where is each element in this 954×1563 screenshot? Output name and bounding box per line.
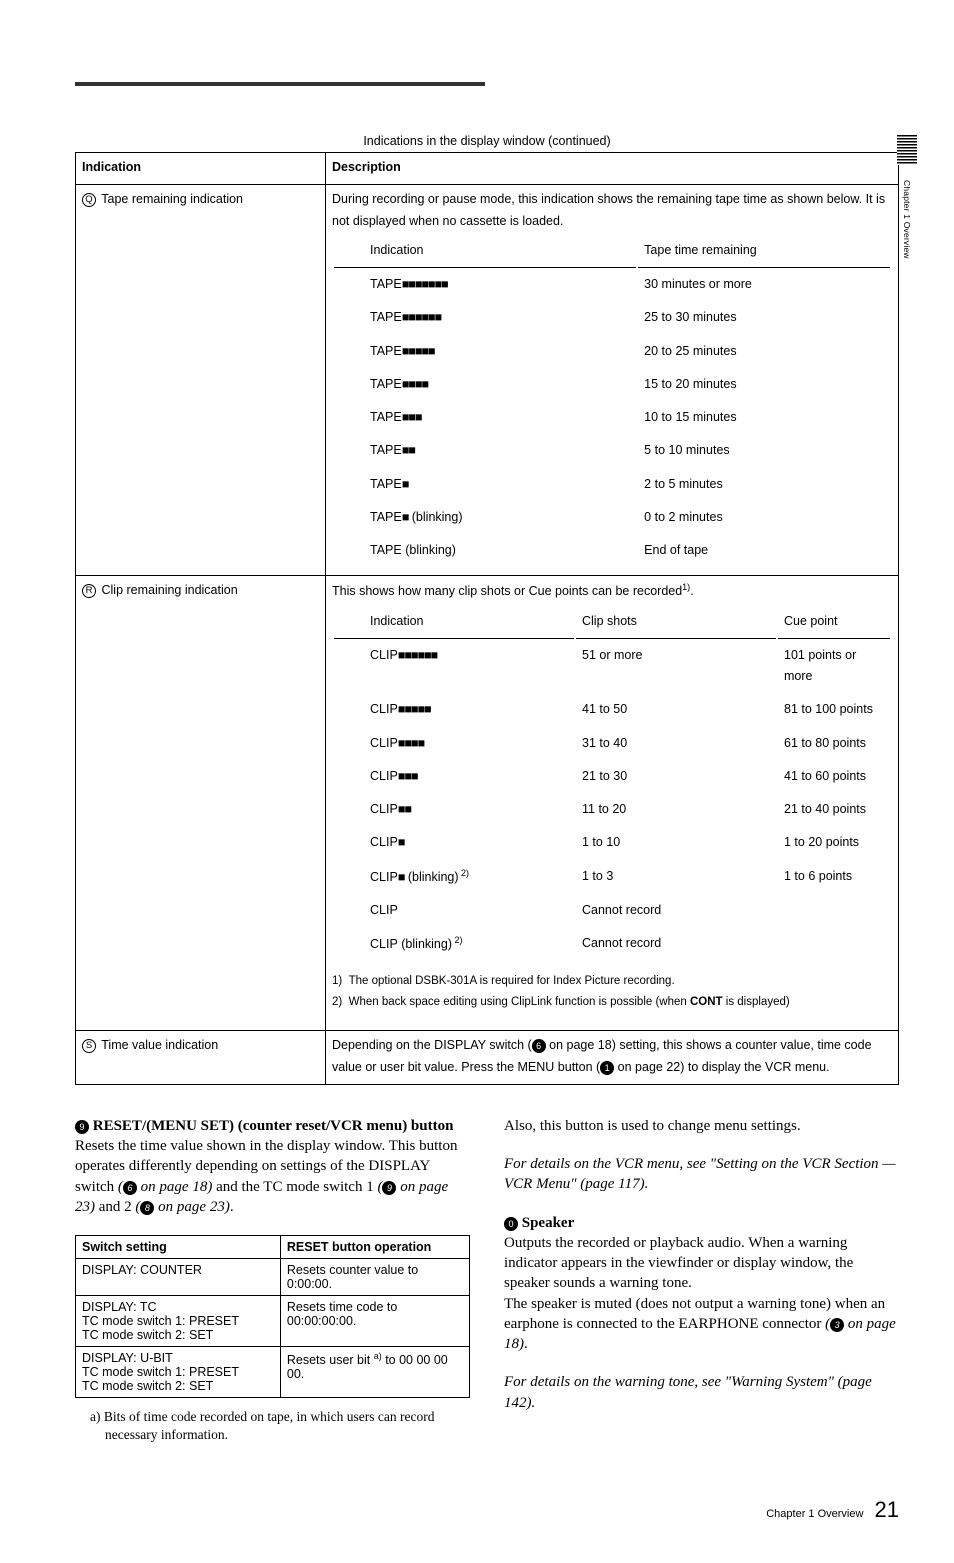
clip-cue-cell [778,929,890,961]
row-r-label: Clip remaining indication [101,583,237,597]
indications-table: Indication Description Q Tape remaining … [75,152,899,1085]
clip-cue-cell: 101 points or more [778,641,890,694]
tape-time-cell: 20 to 25 minutes [638,337,890,368]
indicator-s-icon: S [82,1039,96,1053]
vcr-menu-xref: For details on the VCR menu, see "Settin… [504,1154,899,1195]
clip-indication-cell: CLIP■ (blinking) 2) [334,862,574,894]
tape-indication-cell: TAPE■ [334,470,636,501]
tape-indication-cell: TAPE■■■■■ [334,337,636,368]
clip-cue-cell: 61 to 80 points [778,729,890,760]
reset-operation-cell: Resets user bit a) to 00 00 00 00. [280,1347,469,1398]
reset-operation-cell: Resets time code to 00:00:00:00. [280,1296,469,1347]
tape-indication-cell: TAPE■■■ [334,403,636,434]
clip-shots-cell: 1 to 3 [576,862,776,894]
clip-indication-cell: CLIP■ [334,828,574,859]
row-s-description: Depending on the DISPLAY switch (6 on pa… [326,1031,899,1085]
tape-time-cell: 0 to 2 minutes [638,503,890,534]
row-s-label: Time value indication [101,1038,218,1052]
ref-9-icon: 9 [382,1181,396,1195]
tape-time-cell: 30 minutes or more [638,270,890,301]
clip-shots-cell: Cannot record [576,929,776,961]
row-q-description: During recording or pause mode, this ind… [326,185,899,576]
clip-shots-cell: 1 to 10 [576,828,776,859]
ref-3-icon: 3 [830,1318,844,1332]
switch-setting-cell: DISPLAY: U-BITTC mode switch 1: PRESETTC… [76,1347,281,1398]
warning-tone-xref: For details on the warning tone, see "Wa… [504,1372,899,1413]
footer-chapter: Chapter 1 Overview [766,1508,863,1520]
clip-cue-cell: 1 to 20 points [778,828,890,859]
clip-shots-cell: 21 to 30 [576,762,776,793]
tape-indication-cell: TAPE (blinking) [334,536,636,567]
col-header-indication: Indication [76,153,326,185]
item-speaker-title: Speaker [522,1215,575,1231]
row-r-description: This shows how many clip shots or Cue po… [326,576,899,1031]
clip-cue-cell: 41 to 60 points [778,762,890,793]
row-s-indication: S Time value indication [76,1031,326,1085]
ref-1-icon: 1 [600,1061,614,1075]
reset-operation-cell: Resets counter value to 0:00:00. [280,1259,469,1296]
col-header-description: Description [326,153,899,185]
clip-indication-cell: CLIP■■ [334,795,574,826]
row-q-label: Tape remaining indication [101,192,243,206]
clip-shots-cell: 31 to 40 [576,729,776,760]
clip-shots-cell: Cannot record [576,896,776,927]
clip-cue-cell: 21 to 40 points [778,795,890,826]
ref-8-icon: 8 [140,1201,154,1215]
also-line: Also, this button is used to change menu… [504,1116,899,1136]
row-q-indication: Q Tape remaining indication [76,185,326,576]
footnote-a: a) Bits of time code recorded on tape, i… [75,1408,470,1443]
tape-time-cell: 2 to 5 minutes [638,470,890,501]
page-barcode [897,135,917,165]
tape-time-cell: 15 to 20 minutes [638,370,890,401]
row-q-desc-text: During recording or pause mode, this ind… [332,189,892,232]
row-r-indication: R Clip remaining indication [76,576,326,1031]
switch-setting-cell: DISPLAY: COUNTER [76,1259,281,1296]
ref-6-icon: 6 [532,1039,546,1053]
clip-indication-cell: CLIP■■■■■ [334,695,574,726]
clip-indication-cell: CLIP■■■ [334,762,574,793]
clip-cue-cell [778,896,890,927]
small-th-switch: Switch setting [76,1236,281,1259]
small-th-reset: RESET button operation [280,1236,469,1259]
clip-indication-cell: CLIP [334,896,574,927]
clip-shots-cell: 11 to 20 [576,795,776,826]
tape-indication-cell: TAPE■■■■■■■ [334,270,636,301]
row-r-footnote-2: 2) When back space editing using ClipLin… [332,993,892,1013]
item-9-title: RESET/(MENU SET) (counter reset/VCR menu… [93,1118,454,1134]
row-r-desc-text: This shows how many clip shots or Cue po… [332,580,892,602]
side-chapter-label: Chapter 1 Overview [902,180,912,259]
page-footer: Chapter 1 Overview 21 [75,1497,899,1523]
clip-indication-cell: CLIP■■■■ [334,729,574,760]
indicator-r-icon: R [82,584,96,598]
clip-cue-cell: 81 to 100 points [778,695,890,726]
item-9: 9 RESET/(MENU SET) (counter reset/VCR me… [75,1116,470,1217]
item-speaker: 0 Speaker Outputs the recorded or playba… [504,1213,899,1355]
clip-shots-cell: 51 or more [576,641,776,694]
item-speaker-number-icon: 0 [504,1217,518,1231]
tape-time-cell: 25 to 30 minutes [638,303,890,334]
clip-indication-cell: CLIP (blinking) 2) [334,929,574,961]
tape-indication-cell: TAPE■■■■ [334,370,636,401]
tape-time-cell: End of tape [638,536,890,567]
tape-indication-cell: TAPE■■ [334,436,636,467]
tape-time-cell: 5 to 10 minutes [638,436,890,467]
table-caption: Indications in the display window (conti… [75,134,899,148]
tape-time-cell: 10 to 15 minutes [638,403,890,434]
tape-indication-cell: TAPE■■■■■■ [334,303,636,334]
ref-6b-icon: 6 [123,1181,137,1195]
clip-cue-cell: 1 to 6 points [778,862,890,894]
footer-page-number: 21 [875,1497,899,1522]
item-9-number-icon: 9 [75,1120,89,1134]
clip-shots-cell: 41 to 50 [576,695,776,726]
switch-setting-cell: DISPLAY: TCTC mode switch 1: PRESETTC mo… [76,1296,281,1347]
reset-button-table: Switch setting RESET button operation DI… [75,1235,470,1398]
indicator-q-icon: Q [82,193,96,207]
tape-indication-cell: TAPE■ (blinking) [334,503,636,534]
row-r-footnote-1: 1) The optional DSBK-301A is required fo… [332,972,892,992]
clip-indication-cell: CLIP■■■■■■ [334,641,574,694]
